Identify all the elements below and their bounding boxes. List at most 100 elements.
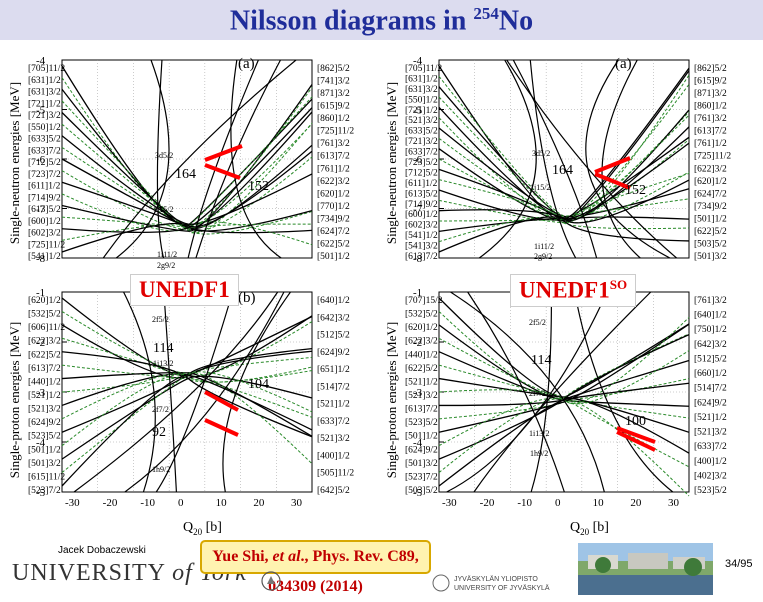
nilsson-level-solid (195, 59, 282, 259)
level-label-left: [631]1/2 (28, 76, 61, 86)
nilsson-level-solid (529, 59, 577, 259)
nilsson-level-solid (156, 59, 165, 259)
nilsson-level-solid (506, 59, 678, 259)
nilsson-level-solid (73, 291, 279, 493)
level-label-left: [615]11/2 (28, 472, 65, 482)
level-label-right: [512]5/2 (694, 354, 727, 364)
level-label-right: [620]1/2 (317, 189, 350, 199)
x-tick-label: -20 (480, 497, 495, 509)
level-label-right: [860]1/2 (694, 102, 727, 112)
level-label-right: [622]3/2 (317, 177, 350, 187)
level-label-left: [602]3/2 (28, 229, 61, 239)
orbital-annotation: 2f7/2 (152, 405, 169, 414)
y-tick-label: -7 (413, 204, 423, 216)
y-tick-label: -4 (36, 437, 46, 449)
shell-gap-number: 100 (625, 414, 646, 429)
nilsson-level-solid (61, 375, 313, 460)
shell-gap-number: 104 (248, 377, 269, 392)
level-label-right: [521]3/2 (317, 434, 350, 444)
level-label-left: [521]1/2 (28, 391, 61, 401)
x-axis-label-right: Q20 [b] (570, 520, 609, 537)
level-label-right: [624]7/2 (317, 227, 350, 237)
level-label-right: [501]3/2 (694, 252, 727, 262)
nilsson-level-solid (473, 291, 652, 493)
plot-frame (61, 291, 313, 493)
level-label-right: [613]7/2 (694, 127, 727, 137)
level-label-left: [501]3/2 (28, 459, 61, 469)
nilsson-level-dashed (438, 389, 690, 468)
nilsson-level-solid (61, 374, 313, 487)
nilsson-level-solid (438, 179, 690, 253)
level-label-left: [705]11/2 (405, 64, 442, 74)
level-label-left: [541]3/2 (405, 242, 438, 252)
level-label-right: [624]7/2 (694, 189, 727, 199)
nilsson-level-dashed (438, 311, 690, 399)
level-label-right: [501]1/2 (694, 214, 727, 224)
level-label-left: [705]11/2 (28, 64, 65, 74)
level-label-right: [860]1/2 (317, 114, 350, 124)
level-label-left: [521]3/2 (405, 116, 438, 126)
level-label-right: [514]7/2 (694, 384, 727, 394)
level-label-right: [761]3/2 (694, 114, 727, 124)
nilsson-level-dashed (438, 400, 690, 497)
nilsson-level-dashed (61, 193, 313, 246)
nilsson-level-solid (61, 107, 313, 233)
panel-tag: (a) (238, 56, 255, 72)
level-label-right: [770]1/2 (317, 202, 350, 212)
author-name: Jacek Dobaczewski (58, 545, 146, 556)
level-label-right: [871]3/2 (317, 89, 350, 99)
y-tick-label: -5 (36, 105, 46, 117)
slide-title: Nilsson diagrams in 254No (229, 4, 534, 37)
level-label-left: [523]7/2 (405, 472, 438, 482)
level-label-left: [622]3/2 (405, 337, 438, 347)
level-label-left: [714]9/2 (28, 193, 61, 203)
shell-gap-number: 152 (248, 179, 269, 194)
level-label-left: [721]3/2 (28, 111, 61, 121)
nilsson-level-dashed (61, 170, 313, 230)
nilsson-level-solid (585, 59, 671, 259)
level-label-right: [402]3/2 (694, 471, 727, 481)
level-label-left: [631]1/2 (405, 74, 438, 84)
level-label-right: [642]3/2 (317, 313, 350, 323)
level-label-right: [633]7/2 (317, 417, 350, 427)
x-tick-label: -30 (442, 497, 457, 509)
panel-bottom-right: -1 -2 -3 -4 -5 -30 -20 -10 0 10 20 30 [707]15/2 [532]… (387, 280, 757, 520)
level-label-right: [725]11/2 (694, 152, 731, 162)
level-label-right: [622]3/2 (694, 164, 727, 174)
nilsson-diagram-neutron-unedf1: -4-5-6-7-8[705]11/2[631]1/2[631]3/2[721]… (28, 55, 354, 270)
badge-unedf1so: UNEDF1SO (510, 274, 637, 307)
highlighted-level (204, 144, 243, 162)
level-label-right: [640]1/2 (694, 311, 727, 321)
x-tick-label: -10 (517, 497, 532, 509)
nilsson-level-solid (512, 59, 598, 259)
nilsson-level-dashed (61, 366, 313, 447)
nilsson-level-solid (438, 127, 690, 218)
level-label-right: [615]9/2 (317, 102, 350, 112)
nilsson-level-solid (467, 291, 565, 493)
level-label-left: [712]5/2 (28, 158, 61, 168)
level-label-right: [521]3/2 (694, 428, 727, 438)
highlighted-level (204, 163, 241, 180)
level-label-left: [501]3/2 (405, 459, 438, 469)
level-label-left: [613]7/2 (405, 405, 438, 415)
level-label-left: [611]1/2 (28, 182, 61, 192)
level-label-right: [633]7/2 (694, 442, 727, 452)
level-label-left: [541]1/2 (28, 252, 61, 262)
nilsson-level-solid (102, 59, 297, 259)
level-label-left: [600]1/2 (405, 210, 438, 220)
level-label-right: [501]1/2 (317, 252, 350, 262)
nilsson-level-solid (61, 371, 313, 437)
level-label-left: [622]5/2 (28, 350, 61, 360)
nilsson-level-solid (438, 334, 690, 460)
level-label-left: [602]3/2 (405, 221, 438, 231)
orbital-annotation: 1i11/2 (534, 242, 554, 251)
svg-text:UNIVERSITY OF JYVÄSKYLÄ: UNIVERSITY OF JYVÄSKYLÄ (454, 584, 550, 592)
y-tick-label: -1 (413, 287, 422, 299)
level-label-right: [651]1/2 (317, 365, 350, 375)
level-label-left: [521]3/2 (405, 391, 438, 401)
level-label-right: [642]5/2 (317, 486, 350, 496)
y-tick-label: -4 (413, 437, 423, 449)
orbital-annotation: 3d5/2 (532, 149, 550, 158)
level-label-right: [512]5/2 (317, 331, 350, 341)
nilsson-level-dashed (438, 158, 690, 230)
